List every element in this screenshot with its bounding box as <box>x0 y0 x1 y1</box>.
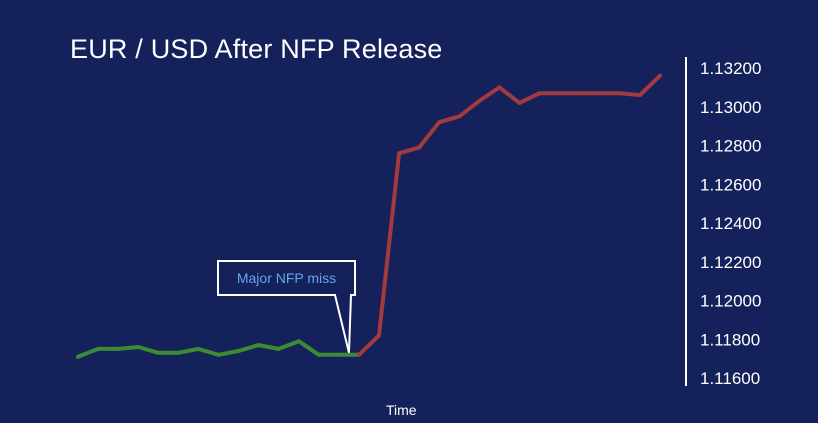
data-point <box>216 352 221 357</box>
data-point <box>156 350 161 355</box>
data-point <box>417 145 422 150</box>
data-point <box>637 93 642 98</box>
data-point <box>377 333 382 338</box>
chart-title: EUR / USD After NFP Release <box>70 34 443 64</box>
x-axis-label: Time <box>386 402 417 418</box>
annotation-callout-box <box>217 260 356 353</box>
data-point <box>557 91 562 96</box>
y-tick-label: 1.12600 <box>700 175 761 194</box>
data-point <box>537 91 542 96</box>
data-point <box>397 151 402 156</box>
data-point <box>96 346 101 351</box>
y-tick-label: 1.12400 <box>700 214 761 233</box>
data-point <box>76 354 80 359</box>
y-tick-label: 1.12000 <box>700 292 761 311</box>
data-point <box>497 85 502 90</box>
data-point <box>316 352 321 357</box>
data-point <box>196 346 201 351</box>
data-point <box>517 100 522 105</box>
data-point <box>457 114 462 119</box>
data-point <box>276 346 281 351</box>
data-point <box>437 120 442 125</box>
y-tick-label: 1.13200 <box>700 59 761 78</box>
data-point <box>356 352 361 357</box>
data-point <box>477 98 482 103</box>
data-point <box>577 91 582 96</box>
data-point <box>336 352 341 357</box>
data-point <box>658 73 662 78</box>
data-point <box>136 345 141 349</box>
data-point <box>597 91 602 96</box>
series-line-2 <box>357 73 662 357</box>
data-point <box>116 346 121 351</box>
y-tick-label: 1.11800 <box>700 330 760 349</box>
data-point <box>176 350 181 355</box>
data-point <box>296 339 301 344</box>
data-point <box>617 91 622 96</box>
annotation-label: Major NFP miss <box>237 270 336 286</box>
y-tick-label: 1.12200 <box>700 253 761 272</box>
y-tick-label: 1.13000 <box>700 98 761 117</box>
y-tick-label: 1.11600 <box>700 369 760 388</box>
y-tick-label: 1.12800 <box>700 137 761 156</box>
data-point <box>256 343 261 348</box>
data-point <box>236 348 241 353</box>
